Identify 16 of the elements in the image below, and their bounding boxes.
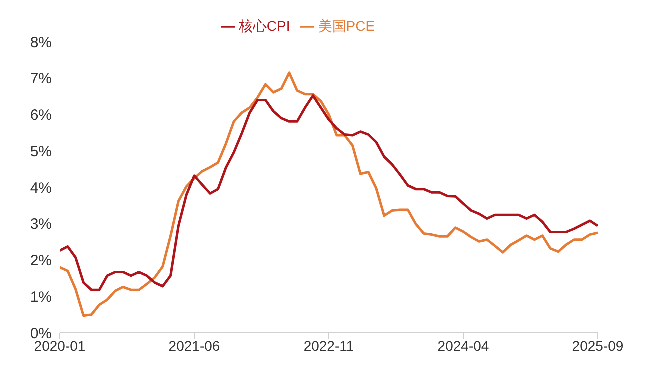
x-tick-label: 2021-06 bbox=[168, 338, 220, 354]
y-tick-label: 2% bbox=[30, 252, 52, 270]
y-tick-label: 5% bbox=[30, 143, 52, 160]
y-tick-label: 1% bbox=[30, 288, 52, 306]
y-tick-label: 7% bbox=[30, 70, 52, 88]
y-tick-label: 8% bbox=[30, 34, 52, 52]
y-tick-label: 6% bbox=[30, 107, 52, 124]
y-tick-label: 3% bbox=[30, 216, 52, 234]
x-tick-label: 2025-09 bbox=[572, 338, 624, 354]
x-tick-label: 2022-11 bbox=[304, 338, 354, 354]
line-series bbox=[60, 94, 598, 292]
y-tick-label: 4% bbox=[30, 180, 52, 197]
legend-label: 美国PCE bbox=[318, 18, 376, 34]
x-tick-label: 2024-04 bbox=[438, 338, 490, 354]
legend-label: 核心CPI bbox=[238, 18, 290, 34]
line-series bbox=[60, 72, 598, 318]
